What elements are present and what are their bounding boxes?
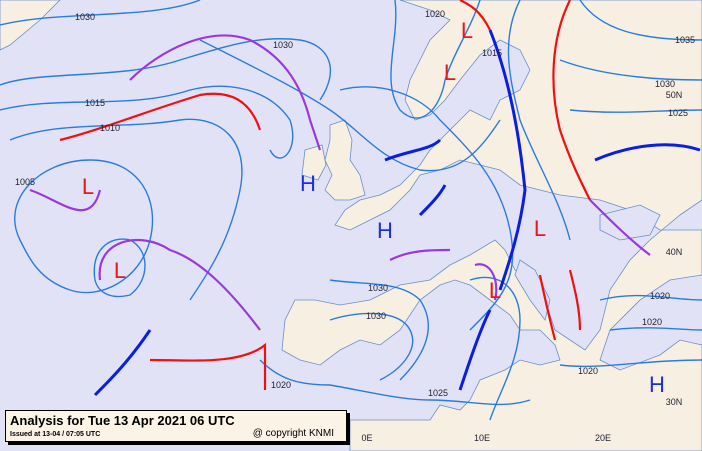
- isobars: [0, 0, 702, 421]
- grid-labels: 50N 40N 30N 0E 10E 20E: [361, 90, 682, 443]
- issued-time: Issued at 13-04 / 07:05 UTC: [10, 431, 101, 438]
- grid-label: 50N: [666, 90, 683, 100]
- isobar-label: 1020: [578, 366, 598, 376]
- grid-label: 10E: [474, 433, 490, 443]
- low-pressure-center: L: [82, 174, 94, 199]
- isobar-label: 1020: [650, 291, 670, 301]
- low-pressure-center: L: [444, 60, 456, 85]
- isobar-label: 1025: [668, 108, 688, 118]
- legend-box: Analysis for Tue 13 Apr 2021 06 UTC Issu…: [5, 410, 347, 442]
- isobar-labels: 1030 1030 1015 1010 1005 1020 1015 1035 1030 1025…: [15, 9, 695, 398]
- analysis-title: Analysis for Tue 13 Apr 2021 06 UTC: [10, 413, 235, 428]
- grid-label: 40N: [666, 247, 683, 257]
- grid-label: 30N: [666, 397, 683, 407]
- isobar-label: 1005: [15, 177, 35, 187]
- isobar-label: 1020: [642, 317, 662, 327]
- isobar-label: 1015: [85, 98, 105, 108]
- isobar-label: 1025: [428, 388, 448, 398]
- isobar-label: 1030: [655, 79, 675, 89]
- low-pressure-center: L: [114, 258, 126, 283]
- grid-label: 0E: [361, 433, 372, 443]
- fronts: [29, 0, 701, 397]
- isobar-label: 1030: [368, 283, 388, 293]
- isobar-label: 1020: [271, 380, 291, 390]
- isobar-label: 1015: [482, 48, 502, 58]
- isobar-label: 1020: [425, 9, 445, 19]
- high-pressure-center: H: [649, 372, 665, 397]
- isobar-label: 1035: [675, 35, 695, 45]
- isobar-label: 1030: [273, 40, 293, 50]
- low-pressure-center: L: [534, 216, 546, 241]
- low-pressure-center: L: [461, 18, 473, 43]
- low-pressure-center: L: [489, 278, 501, 303]
- isobar-label: 1010: [100, 123, 120, 133]
- isobar-label: 1030: [75, 12, 95, 22]
- high-pressure-center: H: [377, 218, 393, 243]
- grid-label: 20E: [595, 433, 611, 443]
- copyright-notice: @ copyright KNMI: [252, 428, 334, 439]
- high-pressure-center: H: [300, 171, 316, 196]
- isobar-label: 1030: [366, 311, 386, 321]
